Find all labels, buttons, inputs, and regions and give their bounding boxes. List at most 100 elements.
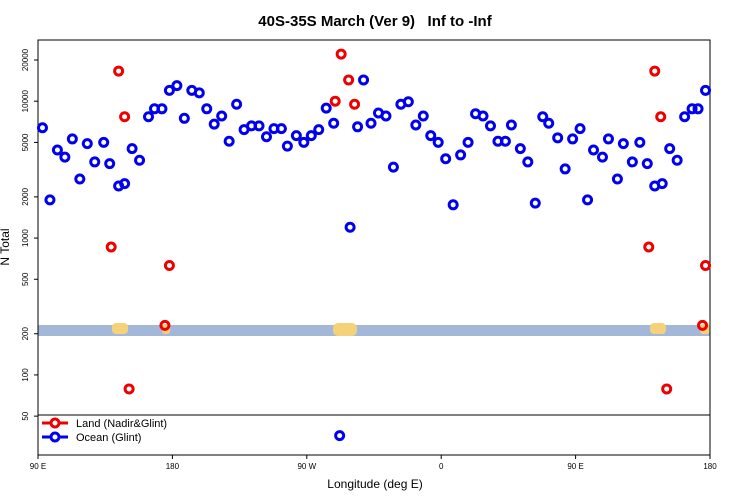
point [455,149,467,161]
point [66,133,78,145]
point [123,383,135,395]
point [617,138,629,150]
point [700,260,712,272]
point [275,123,287,135]
point [402,96,414,108]
point [543,117,555,129]
point [425,130,437,142]
point [611,173,623,185]
point [36,122,48,134]
point [113,65,125,77]
point [634,136,646,148]
y-tick-label: 20000 [21,48,30,71]
point [582,194,594,206]
legend-label: Land (Nadir&Glint) [76,418,167,430]
point [231,98,243,110]
point [216,110,228,122]
band-land [650,323,666,334]
point [410,119,422,131]
point [505,119,517,131]
point [484,120,496,132]
point [529,197,541,209]
point [537,111,549,123]
y-tick-label: 100 [21,368,30,382]
y-tick-label: 10000 [21,90,30,113]
x-tick-label: 180 [703,462,717,471]
band-land [112,323,128,334]
point [574,123,586,135]
point [649,65,661,77]
point [334,430,346,442]
point [320,102,332,114]
point [447,199,459,211]
y-tick-label: 5000 [21,133,30,151]
point [686,103,698,115]
x-tick-label: 90 E [30,462,46,471]
point [171,80,183,92]
y-axis-label: N Total [0,228,12,265]
point [559,163,571,175]
plot-frame [37,39,711,456]
point [697,319,709,331]
point [596,151,608,163]
point [328,117,340,129]
point [343,74,355,86]
x-tick-label: 0 [439,462,444,471]
point [655,111,667,123]
chart-title: 40S-35S March (Ver 9) Inf to -Inf [258,13,492,30]
x-tick-label: 180 [166,462,180,471]
point [104,158,116,170]
point [281,140,293,152]
legend-marker [49,431,61,443]
point [44,194,56,206]
point [692,103,704,115]
y-tick-label: 200 [21,327,30,341]
point [440,153,452,165]
point [126,143,138,155]
point [477,110,489,122]
point [253,120,265,132]
point [641,158,653,170]
point [119,178,131,190]
point [499,135,511,147]
point [643,241,655,253]
point [143,111,155,123]
point [74,173,86,185]
point [208,118,220,130]
y-tick-label: 1000 [21,229,30,247]
point [661,383,673,395]
point [514,143,526,155]
point [522,156,534,168]
point [290,130,302,142]
point [664,143,676,155]
band-land [333,323,357,336]
point [119,111,131,123]
point [588,144,600,156]
point [380,110,392,122]
point [352,121,364,133]
point [602,133,614,145]
point [313,124,325,136]
point [156,103,168,115]
point [671,154,683,166]
point [201,103,213,115]
point [159,319,171,331]
point [335,48,347,60]
x-tick-label: 90 W [297,462,316,471]
point [163,260,175,272]
point [329,95,341,107]
y-tick-label: 500 [21,272,30,286]
band [38,325,710,336]
point [344,221,356,233]
point [567,133,579,145]
point [417,110,429,122]
x-tick-label: 90 E [567,462,583,471]
point [81,138,93,150]
point [365,117,377,129]
point [105,241,117,253]
point [305,130,317,142]
point [552,132,564,144]
point [387,161,399,173]
point [432,136,444,148]
